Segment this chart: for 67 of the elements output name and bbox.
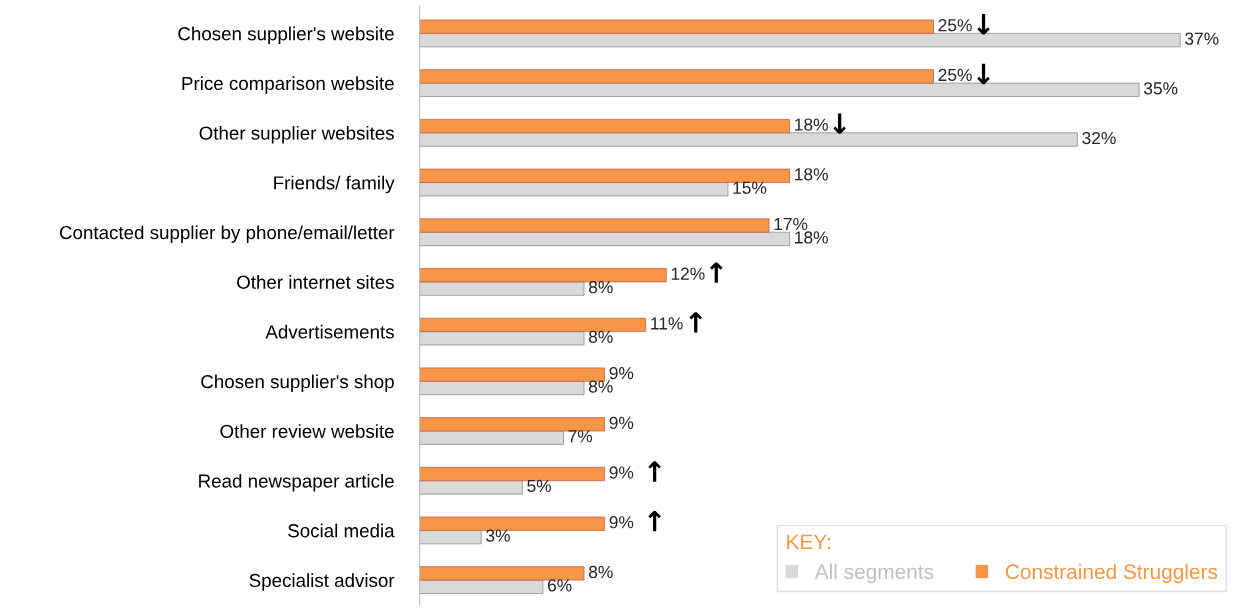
- y-tick-label: Advertisements: [265, 324, 394, 339]
- y-tick-label: Chosen supplier's shop: [201, 374, 394, 392]
- bar: [419, 33, 1181, 48]
- y-tick-label: Other internet sites: [237, 275, 394, 289]
- data-label: 9%: [609, 516, 634, 529]
- y-tick-label: Contacted supplier by phone/email/letter: [59, 225, 395, 243]
- data-label: 8%: [588, 565, 613, 579]
- data-label: 8%: [588, 330, 613, 343]
- data-label: 15%: [733, 181, 767, 194]
- annotation: ↓: [977, 14, 990, 35]
- bar: [419, 168, 790, 183]
- annotation: ↑: [710, 262, 723, 283]
- bar: [419, 231, 790, 246]
- data-label: 12%: [671, 267, 705, 280]
- y-tick-label: Specialist advisor: [249, 573, 395, 591]
- bar: [419, 430, 564, 445]
- bar: [419, 69, 934, 84]
- bar: [419, 417, 605, 432]
- data-label: 3%: [486, 529, 510, 542]
- data-label: 35%: [1143, 82, 1178, 95]
- bar: [419, 281, 585, 296]
- annotation: ↑: [648, 461, 661, 482]
- data-label: 7%: [568, 430, 593, 443]
- data-label: 18%: [795, 118, 828, 131]
- bar: [419, 268, 667, 283]
- data-label: 18%: [795, 231, 828, 244]
- bar: [419, 132, 1078, 147]
- bar: [419, 516, 605, 531]
- data-label: 32%: [1082, 131, 1116, 145]
- y-tick-label: Social media: [288, 523, 395, 538]
- bar: [419, 331, 585, 346]
- y-tick-label: Friends/ family: [274, 175, 395, 194]
- bar: [419, 566, 585, 581]
- annotation: ↑: [689, 312, 703, 333]
- data-label: 17%: [774, 217, 808, 231]
- data-label: 18%: [795, 168, 828, 181]
- bar: [419, 19, 934, 34]
- legend-label: Constrained Strugglers: [1005, 563, 1218, 584]
- y-tick-label: Other review website: [220, 424, 394, 438]
- y-tick-label: Price comparison website: [182, 76, 394, 94]
- legend-label: All segments: [814, 563, 934, 584]
- bar: [419, 119, 790, 134]
- legend-title: KEY:: [787, 534, 830, 550]
- bar: [419, 480, 523, 495]
- data-label: 37%: [1185, 32, 1219, 45]
- annotation: ↓: [977, 63, 990, 85]
- y-tick-label: Read newspaper article: [199, 473, 394, 492]
- bar: [419, 317, 647, 332]
- bar: [419, 182, 729, 197]
- data-label: 11%: [651, 317, 683, 330]
- y-tick-label: Other supplier websites: [199, 126, 394, 144]
- annotation: ↑: [648, 511, 661, 532]
- data-label: 25%: [938, 19, 972, 32]
- data-label: 8%: [588, 380, 613, 393]
- bar: [419, 579, 544, 594]
- bar: [419, 218, 770, 233]
- data-label: 9%: [609, 416, 634, 429]
- data-label: 5%: [527, 479, 552, 493]
- data-label: 9%: [609, 366, 634, 380]
- bar: [419, 530, 482, 545]
- bar: [419, 380, 585, 396]
- y-tick-label: Chosen supplier's website: [178, 26, 394, 45]
- data-label: 8%: [588, 280, 613, 294]
- annotation: ↓: [833, 113, 846, 134]
- data-label: 6%: [547, 579, 572, 592]
- data-label: 25%: [938, 68, 972, 82]
- data-label: 9%: [609, 466, 634, 479]
